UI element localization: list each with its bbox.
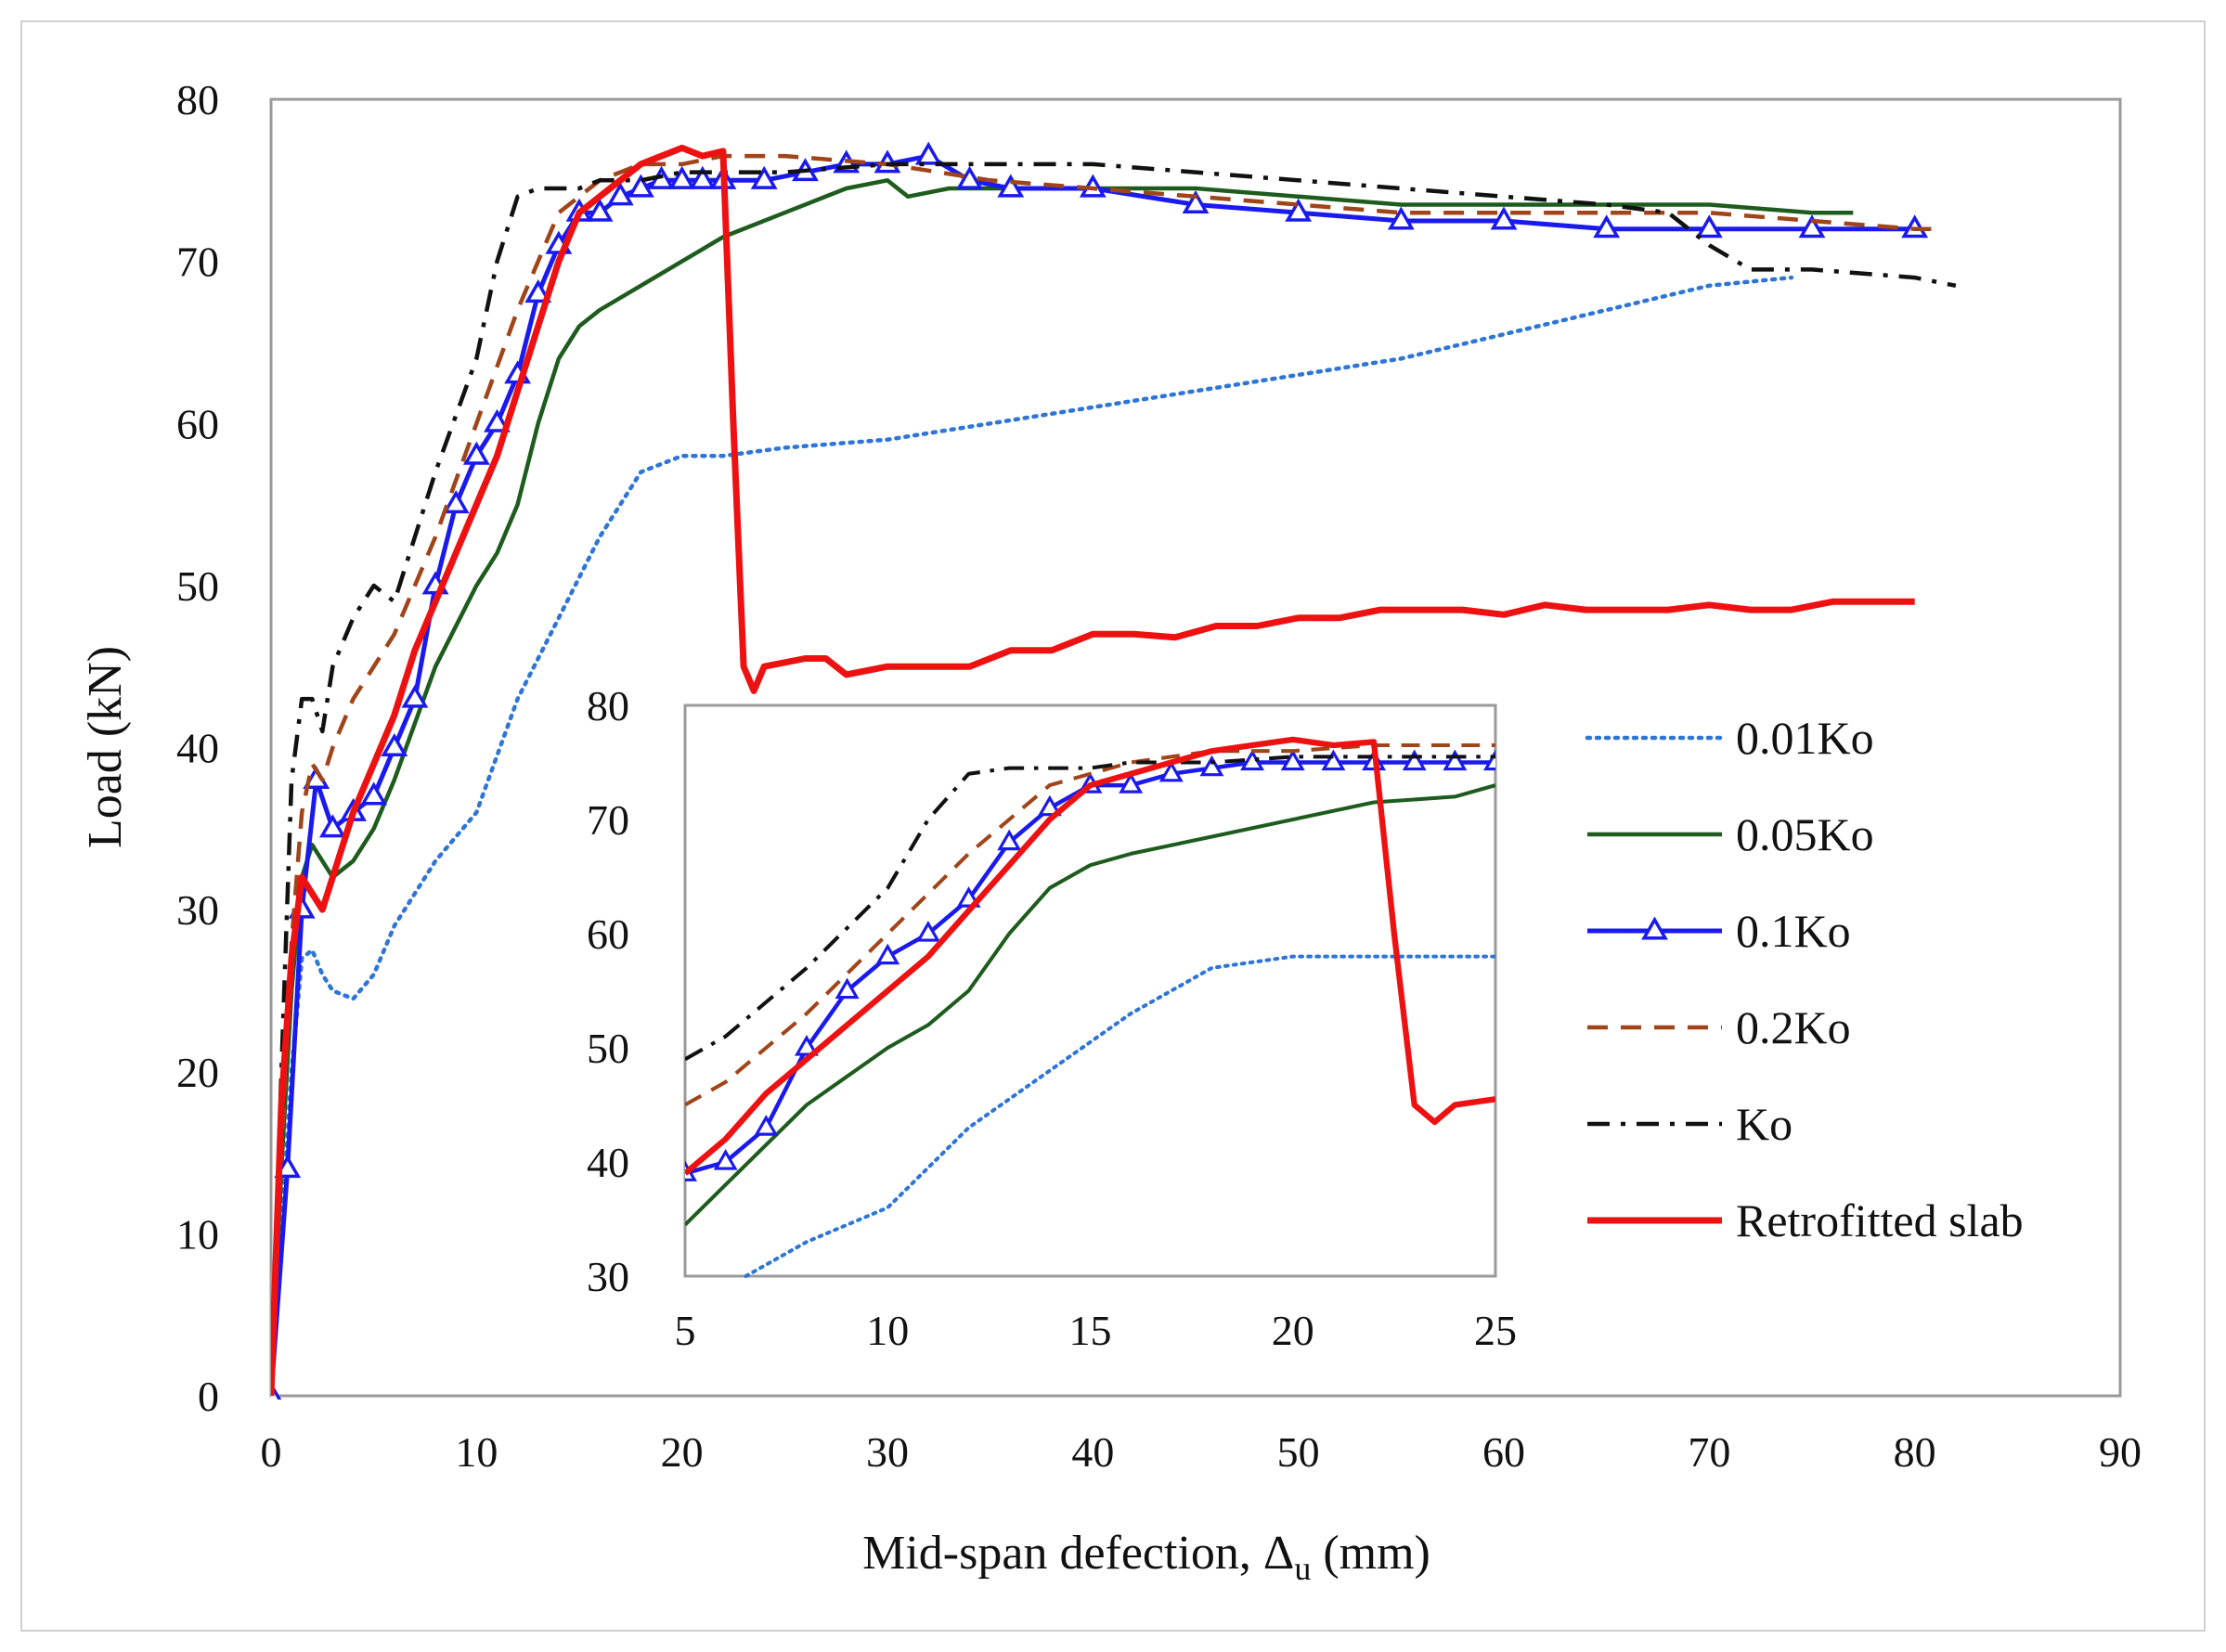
main-x-tick-label: 20 [661,1428,704,1476]
main-point-0-1ko [689,165,717,189]
main-series-0-01ko [271,275,1794,1399]
inset-y-tick-label: 50 [587,1025,629,1072]
inset-series-0-05ko [685,783,1495,1227]
main-x-tick-label: 80 [1894,1428,1936,1476]
inset-point-0-1ko [1158,760,1184,782]
main-point-0-1ko [997,174,1025,198]
inset-plot-area [683,703,1497,1278]
inset-series-0-01ko [744,954,1495,1279]
main-point-0-1ko [381,732,408,757]
inset-point-0-1ko [875,943,900,965]
main-y-tick-label: 60 [176,400,219,447]
main-x-tick-label: 60 [1482,1428,1525,1476]
main-point-0-1ko [484,408,511,432]
main-point-0-1ko [606,182,634,206]
main-x-tick-label: 40 [1071,1428,1114,1476]
main-plot-area [269,97,2122,1398]
main-point-0-1ko [1387,206,1415,230]
main-y-tick-label: 20 [176,1049,219,1096]
inset-point-0-1ko [1443,749,1468,771]
inset-x-tick-label: 10 [866,1307,909,1354]
main-point-0-1ko [1285,198,1313,222]
main-y-tick-label: 70 [176,239,219,286]
inset-point-0-1ko [1119,772,1144,794]
inset-series-ko [685,755,1495,1062]
main-series-group [271,141,1957,1400]
main-point-0-1ko [1593,214,1621,239]
main-point-0-1ko [1798,214,1826,239]
x-axis-title-unit: (mm) [1311,1527,1430,1580]
main-point-0-1ko [360,781,388,806]
legend-label-0-2ko: 0.2Ko [1736,1001,1851,1053]
main-series-ko [271,161,1957,1397]
main-y-tick-label: 80 [176,76,219,123]
legend: 0.01Ko 0.05Ko 0.1Ko 0.2Ko Ko Retrofitted slab [1585,712,2024,1246]
main-point-0-1ko [1695,214,1723,239]
main-y-tick-label: 10 [176,1210,219,1258]
legend-label-retrofitted-slab: Retrofitted slab [1736,1194,2024,1246]
main-y-tick-label: 40 [176,725,219,772]
main-point-0-1ko [318,814,346,838]
inset-point-0-1ko [1037,794,1062,817]
main-y-tick-label: 50 [176,562,219,610]
main-axis-ticks: 0 10 20 30 40 50 60 70 80 0 10 20 30 40 50 60 70 80 90 [176,76,2142,1476]
inset-point-0-1ko [997,829,1022,851]
main-x-tick-label: 50 [1277,1428,1320,1476]
inset-point-0-1ko [915,921,940,942]
inset-series-retrofitted-slab [685,736,1495,1176]
main-point-0-1ko [627,174,654,198]
inset-x-tick-label: 25 [1474,1307,1517,1354]
main-x-tick-label: 30 [866,1428,909,1476]
main-point-0-1ko [1490,206,1518,230]
inset-point-0-1ko [835,977,860,1000]
main-series-retrofitted-slab [271,144,1915,1397]
inset-y-tick-label: 40 [587,1139,629,1186]
x-axis-title-main: Mid-span defection, Δ [862,1527,1294,1580]
inset-point-0-1ko [713,1149,738,1170]
inset-x-tick-label: 20 [1272,1307,1314,1354]
inset-axis-ticks: 30 40 50 60 70 80 5 10 15 20 25 [587,682,1517,1354]
inset-x-tick-label: 15 [1069,1307,1112,1354]
inset-point-0-1ko [754,1115,779,1136]
inset-point-0-1ko [1280,749,1305,771]
x-axis-title-subscript: u [1294,1550,1311,1587]
main-y-tick-label: 0 [198,1373,219,1420]
main-point-0-1ko [586,198,614,222]
x-axis-title: Mid-span defection, Δu (mm) [862,1527,1430,1587]
main-point-0-1ko [914,141,942,165]
legend-label-ko: Ko [1736,1098,1792,1150]
main-point-0-1ko [956,165,983,189]
main-y-tick-label: 30 [176,886,219,934]
inset-series-clip [685,736,1495,1279]
inset-y-tick-label: 30 [587,1253,629,1300]
main-point-0-1ko [401,684,429,708]
main-point-0-1ko [668,165,696,189]
inset-y-tick-label: 60 [587,910,629,958]
inset-series-group [685,736,1495,1279]
main-point-0-1ko [750,165,778,189]
main-x-tick-label: 70 [1688,1428,1730,1476]
legend-label-0-05ko: 0.05Ko [1736,808,1874,860]
main-point-0-1ko [524,279,552,303]
inset-point-0-1ko [1321,749,1346,771]
legend-label-0-01ko: 0.01Ko [1736,712,1874,764]
inset-series-0-2ko [685,742,1495,1107]
inset-point-0-1ko [1402,749,1427,771]
legend-label-0-1ko: 0.1Ko [1736,905,1851,957]
main-point-0-1ko [462,441,490,465]
legend-marker-0-1ko [1641,916,1668,940]
inset-x-tick-label: 5 [675,1307,696,1354]
main-x-tick-label: 0 [261,1428,282,1476]
main-point-0-1ko [442,490,470,514]
main-x-tick-label: 90 [2099,1428,2142,1476]
y-axis-title: Load (kN) [79,646,132,848]
main-x-tick-label: 10 [455,1428,498,1476]
inset-y-tick-label: 70 [587,796,629,844]
main-point-0-1ko [1182,189,1210,214]
inset-point-0-1ko [794,1035,819,1056]
main-series-clip [271,141,1957,1400]
inset-point-0-1ko [1199,755,1224,777]
inset-y-tick-label: 80 [587,682,629,729]
